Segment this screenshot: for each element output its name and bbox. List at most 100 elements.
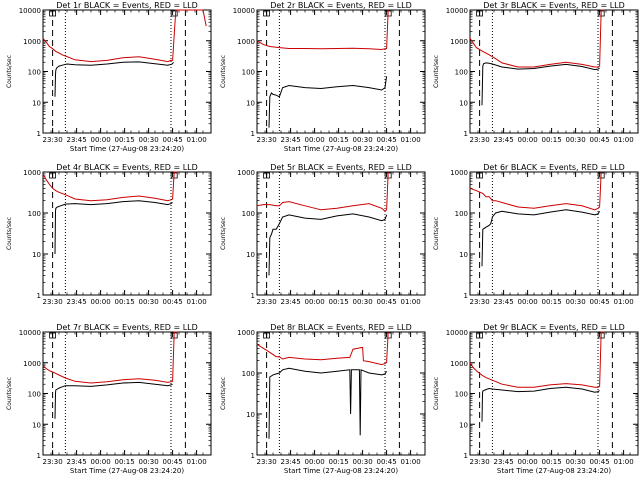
top-box-marker [263, 10, 271, 17]
x-tick-label: 00:45 [163, 458, 183, 466]
y-tick-label: 1000 [450, 169, 468, 177]
y-tick-label: 1 [251, 292, 255, 300]
chart-panel: Det 6r BLACK = Events, RED = LLD Counts/s… [433, 163, 639, 306]
x-tick-label: 23:45 [281, 136, 301, 144]
y-tick-label: 10 [32, 251, 41, 259]
plot-frame [256, 331, 426, 456]
x-tick-label: 23:45 [494, 298, 514, 306]
y-tick-label: 10 [246, 411, 255, 419]
y-axis-label: Counts/sec [6, 377, 13, 410]
y-tick-label: 1000 [23, 38, 41, 46]
series-line [42, 9, 207, 63]
x-tick-label: 00:45 [590, 458, 610, 466]
y-tick-label: 100 [28, 391, 41, 399]
x-tick-label: 23:30 [257, 298, 277, 306]
x-tick-label: 01:00 [614, 136, 634, 144]
x-tick-label: 00:15 [115, 136, 135, 144]
x-tick-label: 23:45 [67, 298, 87, 306]
x-tick-label: 23:45 [494, 136, 514, 144]
x-tick-label: 23:30 [43, 136, 63, 144]
x-tick-label: 00:45 [163, 298, 183, 306]
x-axis-label: Start Time (27-Aug-08 23:24:20) [284, 467, 398, 475]
x-tick-label: 23:30 [470, 458, 490, 466]
top-box-marker [49, 172, 56, 179]
y-tick-label: 10000 [446, 7, 468, 15]
top-box-marker [49, 10, 56, 17]
top-box-marker [476, 332, 484, 339]
y-axis-label: Counts/sec [433, 217, 440, 250]
x-tick-label: 01:00 [401, 136, 421, 144]
y-tick-label: 1 [464, 130, 468, 138]
series-line [256, 171, 389, 212]
x-tick-label: 23:45 [281, 458, 301, 466]
x-tick-label: 00:30 [139, 298, 159, 306]
y-tick-label: 1000 [237, 329, 255, 337]
x-tick-label: 23:45 [67, 136, 87, 144]
x-tick-label: 00:30 [566, 136, 586, 144]
y-tick-label: 100 [242, 210, 255, 218]
x-tick-label: 23:30 [257, 136, 277, 144]
chart-title: Det 6r BLACK = Events, RED = LLD [483, 163, 625, 172]
y-tick-label: 100 [455, 391, 468, 399]
chart-panel: Det 1r BLACK = Events, RED = LLD Counts/s… [6, 1, 212, 153]
x-tick-label: 00:30 [566, 458, 586, 466]
chart-panel: Det 3r BLACK = Events, RED = LLD Counts/s… [433, 1, 639, 144]
y-tick-label: 1 [251, 130, 255, 138]
series-line [268, 367, 388, 439]
y-tick-label: 100 [455, 210, 468, 218]
series-line [54, 200, 173, 255]
plot-frame [42, 171, 212, 296]
x-tick-label: 00:00 [518, 458, 538, 466]
top-box-marker [49, 332, 56, 339]
x-tick-label: 00:15 [329, 136, 349, 144]
series-line [268, 76, 388, 128]
y-tick-label: 1000 [23, 360, 41, 368]
chart-title: Det 7r BLACK = Events, RED = LLD [56, 323, 198, 332]
chart-title: Det 1r BLACK = Events, RED = LLD [56, 1, 198, 10]
chart-panel: Det 8r BLACK = Events, RED = LLD Counts/s… [220, 323, 426, 475]
y-tick-label: 100 [455, 69, 468, 77]
x-tick-label: 23:30 [43, 458, 63, 466]
x-axis-label: Start Time (27-Aug-08 23:24:20) [497, 467, 611, 475]
x-tick-label: 00:00 [305, 136, 325, 144]
chart-title: Det 3r BLACK = Events, RED = LLD [483, 1, 625, 10]
x-tick-label: 23:30 [470, 136, 490, 144]
x-tick-label: 00:30 [566, 298, 586, 306]
x-tick-label: 01:00 [187, 298, 207, 306]
top-box-marker [170, 10, 178, 17]
y-axis-label: Counts/sec [220, 55, 227, 88]
y-tick-label: 1000 [450, 360, 468, 368]
y-tick-label: 1 [37, 130, 41, 138]
x-tick-label: 23:30 [43, 298, 63, 306]
chart-title: Det 9r BLACK = Events, RED = LLD [483, 323, 625, 332]
x-tick-label: 00:45 [377, 458, 397, 466]
y-tick-label: 1 [464, 292, 468, 300]
top-box-marker [263, 172, 271, 179]
x-tick-label: 01:00 [614, 458, 634, 466]
top-box-marker [476, 172, 484, 179]
x-tick-label: 00:00 [305, 298, 325, 306]
y-tick-label: 10 [459, 251, 468, 259]
chart-panel: Det 7r BLACK = Events, RED = LLD Counts/s… [6, 323, 212, 475]
x-tick-label: 00:30 [353, 136, 373, 144]
series-line [481, 209, 601, 267]
x-tick-label: 00:30 [139, 136, 159, 144]
plot-frame [256, 171, 426, 296]
x-tick-label: 00:00 [91, 136, 111, 144]
y-tick-label: 1000 [237, 169, 255, 177]
chart-title: Det 4r BLACK = Events, RED = LLD [56, 163, 198, 172]
y-tick-label: 1 [37, 452, 41, 460]
y-tick-label: 10 [32, 421, 41, 429]
x-tick-label: 00:15 [542, 458, 562, 466]
y-tick-label: 10000 [233, 7, 255, 15]
x-tick-label: 23:30 [470, 298, 490, 306]
x-tick-label: 00:15 [542, 136, 562, 144]
x-tick-label: 23:30 [257, 458, 277, 466]
series-line [481, 386, 600, 422]
chart-panel: Det 9r BLACK = Events, RED = LLD Counts/s… [433, 323, 639, 475]
x-tick-label: 01:00 [401, 298, 421, 306]
x-tick-label: 00:15 [542, 298, 562, 306]
y-tick-label: 10000 [446, 329, 468, 337]
series-line [469, 331, 605, 388]
